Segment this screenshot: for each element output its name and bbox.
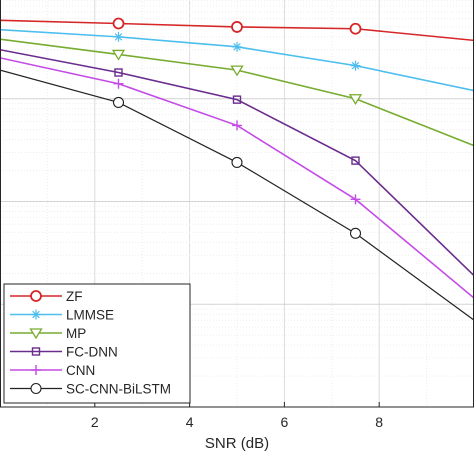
legend-entry-cnn: CNN <box>10 363 95 378</box>
marker-triangle-down <box>348 94 363 105</box>
legend-entry-sc-cnn-bilstm: SC-CNN-BiLSTM <box>10 382 171 397</box>
legend-entry-zf: ZF <box>10 289 83 304</box>
x-tick-label: 6 <box>281 414 289 430</box>
series-cnn <box>0 57 474 299</box>
marker-triangle-down <box>29 328 43 340</box>
marker-triangle-down <box>111 49 126 61</box>
plot-series <box>0 17 474 321</box>
marker-circle <box>349 227 362 239</box>
marker-plus <box>31 365 41 375</box>
legend-label: MP <box>66 326 86 341</box>
marker-plus <box>232 120 242 131</box>
marker-circle <box>112 96 125 109</box>
x-tick-label: 4 <box>186 414 194 430</box>
marker-circle <box>30 290 42 302</box>
legend-label: FC-DNN <box>66 345 118 360</box>
series-lmmse <box>0 28 474 92</box>
x-axis-ticks: 2 4 6 8 <box>91 402 383 430</box>
legend-label: ZF <box>66 289 83 304</box>
legend-entry-lmmse: LMMSE <box>10 308 114 323</box>
marker-asterisk <box>232 41 242 52</box>
marker-asterisk <box>31 309 41 320</box>
series-line-cnn <box>0 57 474 299</box>
x-tick-label: 8 <box>375 414 383 430</box>
marker-plus <box>113 78 124 89</box>
series-mp <box>0 38 474 147</box>
series-fc-dnn <box>0 48 474 277</box>
marker-asterisk <box>350 60 361 71</box>
marker-square <box>31 347 41 356</box>
marker-plus <box>350 194 361 205</box>
marker-square <box>351 156 360 165</box>
marker-square <box>232 95 242 104</box>
marker-circle <box>30 382 42 395</box>
series-line-fc-dnn <box>0 48 474 277</box>
marker-square <box>114 68 123 77</box>
series-zf <box>0 17 474 42</box>
legend: ZF LMMSE MP FC-DNN CNN SC-CNN-BiLSTM <box>3 283 191 404</box>
x-axis-label: SNR (dB) <box>205 435 269 452</box>
legend-label: CNN <box>66 363 95 378</box>
marker-circle <box>112 17 125 30</box>
legend-label: SC-CNN-BiLSTM <box>66 382 171 397</box>
marker-circle <box>231 21 243 33</box>
legend-entry-fc-dnn: FC-DNN <box>10 345 118 360</box>
series-sc-cnn-bilstm <box>0 69 474 321</box>
legend-entry-mp: MP <box>10 326 86 341</box>
marker-circle <box>349 22 362 35</box>
marker-circle <box>231 156 243 168</box>
legend-label: LMMSE <box>66 308 114 323</box>
marker-asterisk <box>113 31 124 42</box>
marker-triangle-down <box>230 65 244 77</box>
x-tick-label: 2 <box>91 414 99 430</box>
